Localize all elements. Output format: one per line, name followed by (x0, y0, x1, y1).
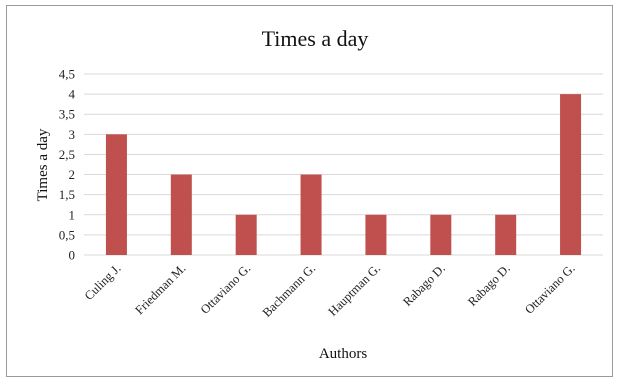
bar (170, 174, 192, 255)
chart-title: Times a day (262, 26, 369, 51)
x-category-label: Rabago D. (465, 261, 513, 309)
bars (105, 94, 582, 255)
bar (300, 174, 322, 255)
y-tick-label: 4 (69, 87, 76, 102)
x-category-label: Ottaviano G. (522, 261, 578, 317)
y-tick-label: 2,5 (59, 147, 75, 162)
x-axis-categories: Culing J. Friedman M. Ottaviano G. Bachmann… (82, 261, 578, 320)
y-tick-label: 3,5 (59, 107, 75, 122)
y-axis-title: Times a day (35, 128, 51, 201)
x-category-label: Rabago D. (400, 261, 448, 309)
bar (495, 214, 517, 255)
y-tick-label: 0,5 (59, 227, 75, 242)
y-tick-label: 2 (69, 167, 76, 182)
bar (235, 214, 257, 255)
y-tick-label: 1 (69, 207, 76, 222)
y-tick-label: 1,5 (59, 187, 75, 202)
y-tick-label: 3 (69, 127, 76, 142)
x-category-label: Bachmann G. (260, 261, 319, 320)
x-category-label: Culing J. (82, 261, 124, 303)
x-category-label: Ottaviano G. (198, 261, 254, 317)
y-tick-label: 4,5 (59, 67, 75, 82)
x-category-label: Friedman M. (132, 261, 188, 317)
x-category-label: Hauptman G. (326, 261, 384, 319)
y-tick-label: 0 (69, 248, 76, 263)
gridlines (84, 73, 603, 256)
bar (365, 214, 387, 255)
bar (560, 94, 582, 255)
bar (105, 134, 127, 255)
x-axis-title: Authors (319, 346, 367, 362)
bar (430, 214, 452, 255)
y-axis-ticks: 0 0,5 1 1,5 2 2,5 3 3,5 4 4,5 (59, 67, 76, 263)
